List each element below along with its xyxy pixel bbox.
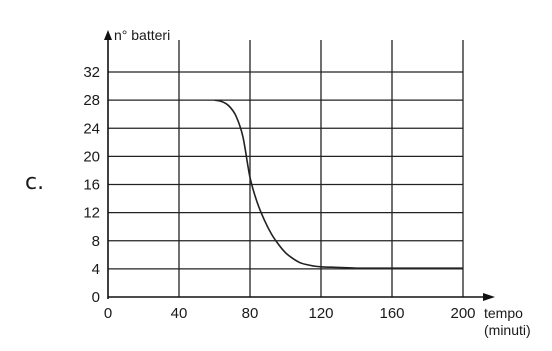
x-tick-label: 200 <box>450 305 475 322</box>
y-tick-label: 12 <box>83 205 100 222</box>
series-line <box>214 99 463 270</box>
x-tick-label: 80 <box>242 305 259 322</box>
x-tick-label: 120 <box>308 305 333 322</box>
y-tick-label: 20 <box>83 148 100 165</box>
x-tick-label: 40 <box>171 305 188 322</box>
y-tick-label: 16 <box>83 177 100 194</box>
y-tick-label: 32 <box>83 64 100 81</box>
y-tick-label: 8 <box>92 233 100 250</box>
panel-label: c. <box>25 170 45 195</box>
x-tick-label: 160 <box>379 305 404 322</box>
x-tick-label: 0 <box>104 305 112 322</box>
y-tick-label: 4 <box>92 261 100 278</box>
y-tick-label: 28 <box>83 92 100 109</box>
x-axis-label: tempo <box>484 305 523 321</box>
y-axis-label: n° batteri <box>114 27 170 43</box>
grid <box>108 40 464 297</box>
x-axis-unit-label: (minuti) <box>484 322 531 338</box>
axes <box>104 30 495 301</box>
series <box>214 99 463 270</box>
y-axis-arrow <box>104 30 112 40</box>
tick-labels: 0 4 8 12 16 20 24 28 32 0 40 80 120 160 200 <box>83 64 475 322</box>
x-axis-arrow <box>483 293 495 301</box>
y-tick-label: 0 <box>92 289 100 306</box>
y-tick-label: 24 <box>83 120 100 137</box>
